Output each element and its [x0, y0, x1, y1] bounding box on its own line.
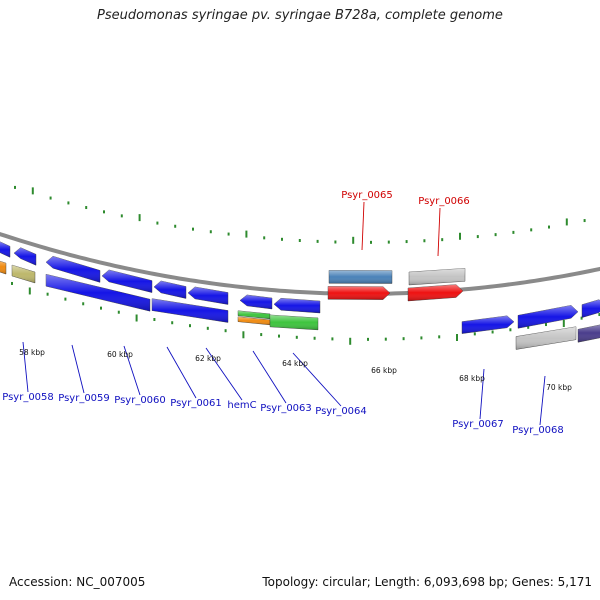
gene-label[interactable]: Psyr_0061 — [170, 398, 222, 409]
callout-line — [205, 347, 243, 401]
gene-feature[interactable] — [577, 324, 600, 343]
map-title: Pseudomonas syringae pv. syringae B728a,… — [97, 8, 503, 23]
gene-label[interactable]: Psyr_0059 — [58, 393, 110, 404]
tick-label: 64 kbp — [282, 359, 308, 368]
gene-feature[interactable] — [408, 268, 466, 286]
callout-line — [252, 350, 287, 404]
tick-label: 68 kbp — [459, 374, 485, 383]
gene-feature[interactable] — [327, 286, 391, 300]
gene-feature[interactable] — [328, 270, 393, 284]
gene-feature[interactable] — [153, 280, 187, 299]
gene-feature[interactable] — [11, 264, 36, 284]
gene-feature[interactable] — [0, 241, 11, 258]
gene-feature[interactable] — [239, 294, 273, 310]
gene-label[interactable]: Psyr_0067 — [452, 419, 504, 430]
label-callouts: Psyr_0058 Psyr_0059 Psyr_0060 Psyr_0061 hemC… — [2, 190, 564, 436]
callout-line — [539, 375, 546, 426]
genome-summary-text: Topology: circular; Length: 6,093,698 bp… — [262, 575, 592, 589]
callout-line — [292, 352, 342, 407]
callout-line — [361, 201, 365, 251]
genome-backbone — [0, 231, 600, 296]
callout-line — [479, 368, 485, 420]
gene-feature[interactable] — [0, 260, 7, 275]
gene-feature[interactable] — [515, 326, 577, 350]
gene-label[interactable]: Psyr_0058 — [2, 392, 54, 403]
callout-line — [22, 341, 29, 393]
tick-label: 60 kbp — [107, 350, 133, 359]
gene-feature[interactable] — [461, 315, 515, 334]
accession-text: Accession: NC_007005 — [9, 575, 146, 589]
gene-feature[interactable] — [407, 284, 464, 302]
gene-label[interactable]: Psyr_0063 — [260, 403, 312, 414]
gene-feature[interactable] — [101, 269, 153, 293]
gene-feature[interactable] — [13, 247, 37, 266]
gene-feature[interactable] — [187, 286, 229, 305]
tick-label: 62 kbp — [195, 354, 221, 363]
gene-feature[interactable] — [269, 314, 319, 331]
outer-tick-track — [14, 185, 586, 244]
gene-feature[interactable] — [581, 299, 600, 318]
tick-label: 70 kbp — [546, 383, 572, 392]
tick-labels: 58 kbp 60 kbp 62 kbp 64 kbp 66 kbp 68 kbp 70 k… — [19, 348, 572, 392]
gene-features — [0, 241, 600, 350]
gene-label[interactable]: Psyr_0065 — [341, 190, 393, 201]
gene-label[interactable]: hemC — [227, 400, 256, 411]
callout-line — [437, 207, 441, 257]
gene-label[interactable]: Psyr_0060 — [114, 395, 166, 406]
gene-feature[interactable] — [273, 297, 321, 314]
gene-feature[interactable] — [517, 305, 579, 329]
gene-label[interactable]: Psyr_0064 — [315, 406, 367, 417]
gene-label[interactable]: Psyr_0066 — [418, 196, 470, 207]
gene-feature[interactable] — [45, 255, 101, 283]
gene-feature[interactable] — [151, 298, 229, 323]
gene-label[interactable]: Psyr_0068 — [512, 425, 564, 436]
callout-line — [71, 344, 85, 394]
gene-feature[interactable] — [45, 273, 151, 312]
tick-label: 66 kbp — [371, 366, 397, 375]
inner-tick-track — [11, 281, 600, 345]
tick-label: 58 kbp — [19, 348, 45, 357]
callout-line — [123, 345, 141, 396]
callout-line — [166, 346, 197, 399]
